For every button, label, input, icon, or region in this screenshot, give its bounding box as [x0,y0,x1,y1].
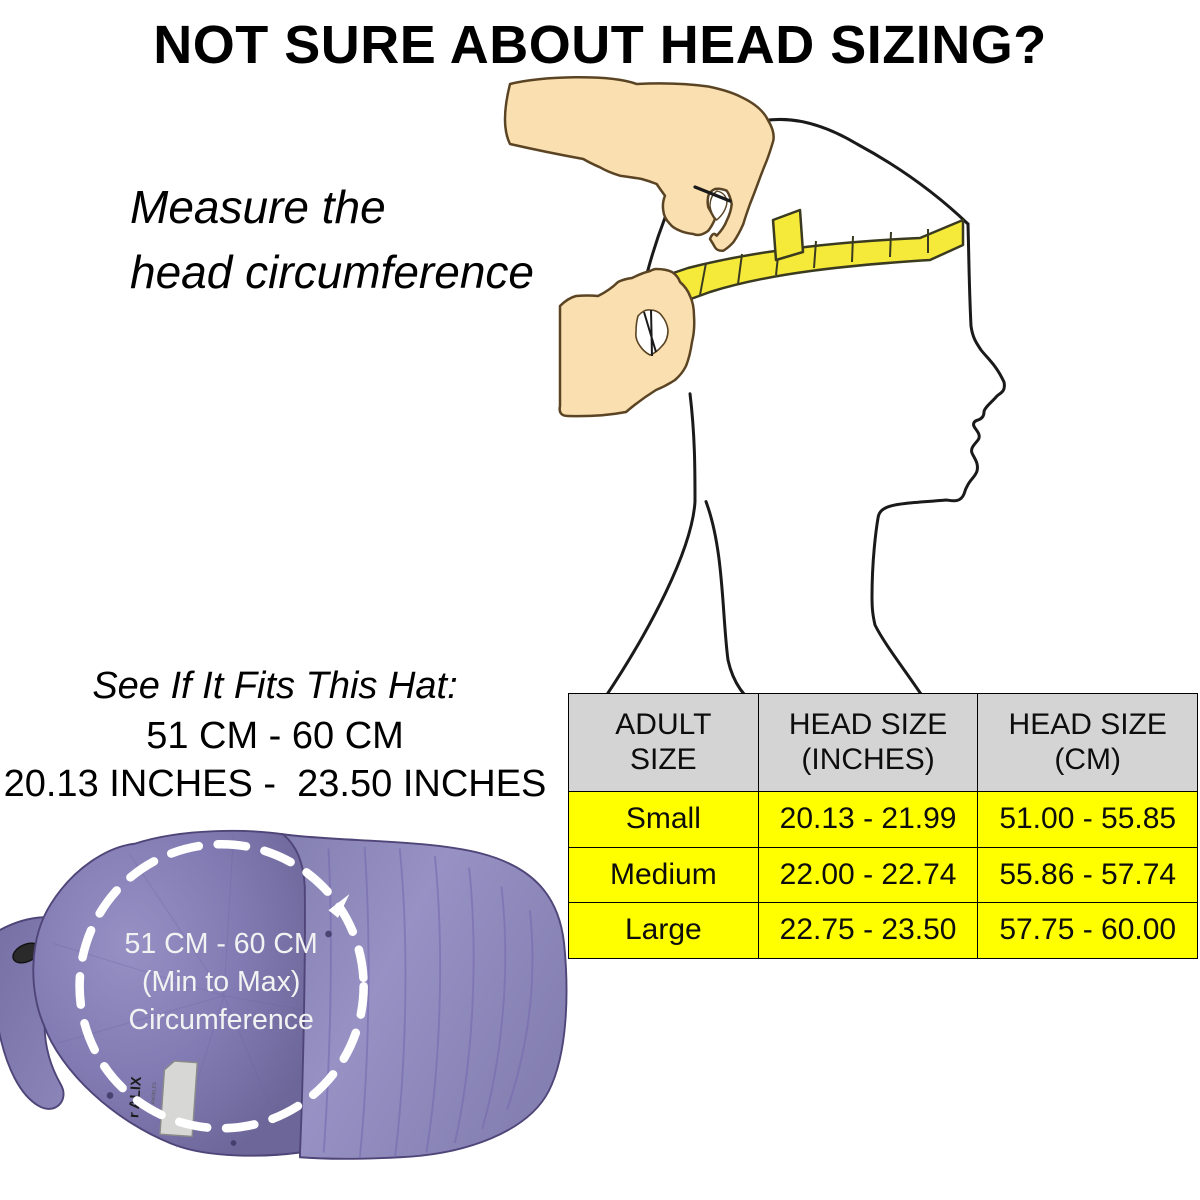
svg-text:(Min to Max): (Min to Max) [142,966,300,998]
svg-text:Circumference: Circumference [128,1004,313,1036]
svg-text:51 CM - 60 CM: 51 CM - 60 CM [125,928,318,960]
